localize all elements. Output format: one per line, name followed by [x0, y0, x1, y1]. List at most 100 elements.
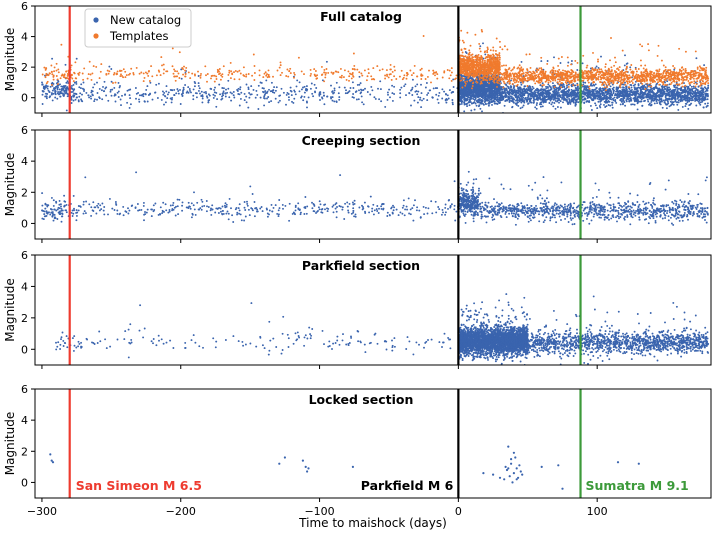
- point: [658, 93, 660, 96]
- point: [310, 72, 312, 75]
- point: [187, 86, 190, 89]
- point: [71, 77, 74, 80]
- point: [210, 77, 212, 80]
- point: [185, 91, 188, 94]
- point: [289, 72, 292, 75]
- point: [212, 96, 215, 99]
- point: [303, 95, 306, 98]
- point: [592, 92, 594, 95]
- point: [99, 70, 102, 73]
- point: [576, 87, 579, 89]
- point: [409, 69, 412, 72]
- point: [654, 85, 657, 88]
- point: [386, 73, 388, 76]
- point: [74, 61, 77, 64]
- point: [584, 98, 587, 101]
- point: [238, 93, 241, 96]
- point: [622, 93, 625, 96]
- point: [662, 92, 665, 95]
- point: [239, 97, 242, 100]
- point: [238, 78, 241, 81]
- point: [303, 73, 305, 76]
- point: [679, 89, 682, 92]
- point: [536, 102, 538, 105]
- point: [221, 97, 224, 100]
- point: [239, 86, 242, 89]
- point: [173, 88, 176, 91]
- point: [138, 94, 141, 97]
- point: [201, 95, 204, 98]
- point: [362, 103, 365, 106]
- point: [391, 99, 394, 102]
- point: [323, 71, 326, 74]
- point: [637, 100, 640, 103]
- point: [556, 100, 559, 103]
- point: [373, 78, 376, 81]
- point: [393, 65, 396, 68]
- point: [635, 87, 638, 90]
- point: [287, 75, 290, 78]
- point: [619, 94, 622, 97]
- point: [663, 86, 666, 88]
- point: [559, 106, 562, 109]
- point: [387, 93, 389, 96]
- point: [655, 86, 658, 89]
- point: [326, 95, 329, 98]
- point: [589, 104, 592, 107]
- point: [649, 95, 652, 97]
- point: [126, 101, 129, 104]
- point: [485, 92, 488, 95]
- point: [399, 88, 402, 91]
- point: [607, 91, 610, 94]
- point: [278, 66, 281, 69]
- point: [534, 106, 537, 109]
- point: [604, 91, 607, 94]
- point: [676, 97, 679, 100]
- point: [550, 103, 553, 106]
- point: [147, 94, 150, 96]
- point: [352, 93, 355, 95]
- point: [484, 102, 487, 105]
- point: [337, 71, 340, 74]
- point: [288, 98, 290, 101]
- point: [309, 74, 312, 77]
- point: [611, 101, 614, 104]
- point: [113, 86, 116, 89]
- point: [478, 90, 481, 93]
- point: [702, 106, 705, 109]
- point: [466, 97, 469, 100]
- point: [652, 92, 655, 94]
- point: [609, 89, 612, 92]
- point: [610, 93, 613, 96]
- point: [333, 87, 336, 90]
- point: [384, 105, 387, 108]
- point: [59, 95, 62, 98]
- point: [75, 77, 78, 80]
- point: [266, 91, 268, 94]
- point: [357, 98, 360, 101]
- point: [703, 99, 705, 102]
- point: [222, 87, 225, 90]
- point: [355, 98, 358, 101]
- point: [370, 75, 373, 78]
- point: [52, 82, 55, 85]
- point: [464, 82, 467, 85]
- point: [219, 72, 221, 75]
- point: [572, 94, 575, 97]
- point: [691, 88, 694, 90]
- point: [57, 83, 59, 85]
- point: [103, 80, 106, 83]
- point: [491, 84, 494, 87]
- point: [472, 98, 475, 100]
- point: [243, 99, 246, 102]
- point: [568, 95, 570, 98]
- point: [293, 90, 296, 93]
- point: [551, 101, 554, 104]
- point: [306, 88, 309, 91]
- point: [98, 77, 101, 80]
- point: [624, 90, 627, 93]
- point: [531, 85, 534, 88]
- point: [73, 71, 76, 74]
- point: [74, 98, 77, 101]
